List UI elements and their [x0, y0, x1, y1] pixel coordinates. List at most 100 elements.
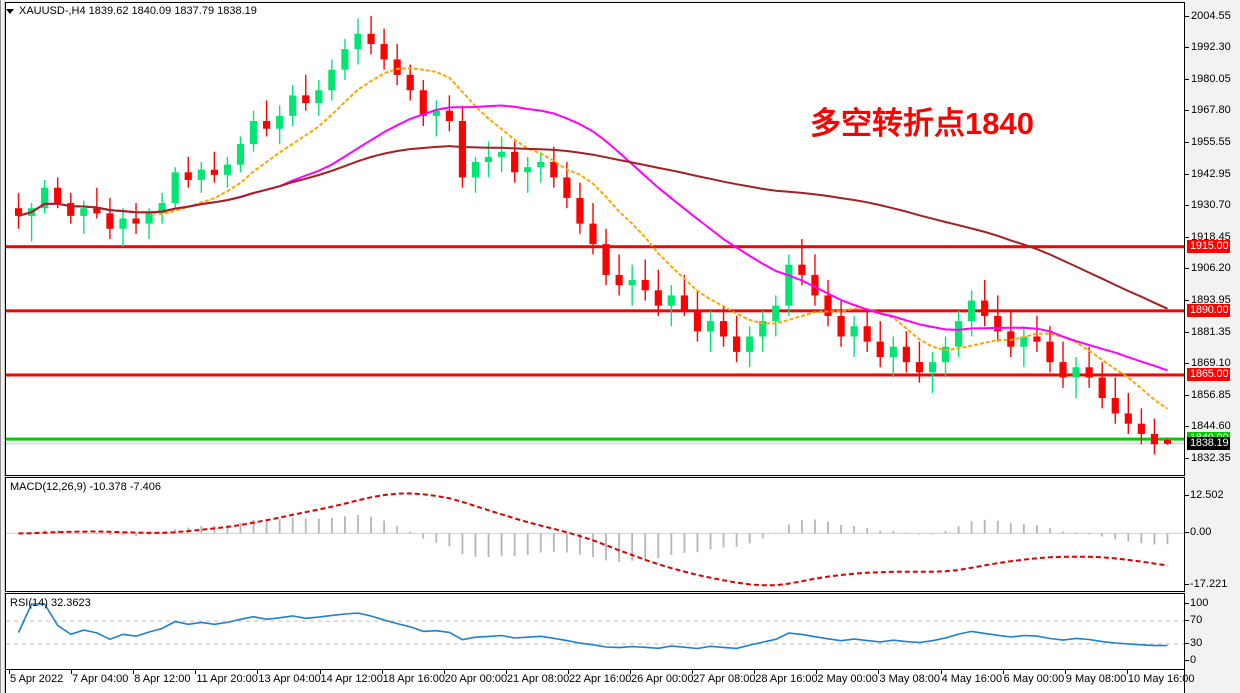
price-axis-label: 1992.30 [1191, 41, 1231, 54]
rsi-tick [1185, 642, 1189, 644]
current-price-tag[interactable]: 1838.19 [1187, 436, 1231, 450]
time-axis-label: 27 Apr 08:00 [693, 673, 756, 685]
price-axis[interactable]: 2004.55 1992.30 1980.05 1967.80 1955.55 1942.… [1185, 2, 1240, 476]
time-tick [754, 670, 756, 674]
price-axis-label: 1967.80 [1191, 104, 1231, 117]
time-tick [692, 670, 694, 674]
macd-tick [1185, 495, 1189, 496]
time-tick [1126, 670, 1128, 674]
time-axis-label: 9 May 08:00 [1065, 673, 1127, 685]
time-tick [443, 670, 445, 674]
price-axis-label: 1893.95 [1191, 293, 1231, 306]
price-tick [1185, 173, 1189, 175]
price-tick [1185, 47, 1189, 49]
price-tick [1185, 457, 1189, 459]
window-left-rail-2 [4, 0, 5, 693]
time-axis-label: 10 May 16:00 [1127, 673, 1195, 685]
time-tick [630, 670, 632, 674]
time-tick [9, 670, 10, 674]
macd-plot [6, 492, 1184, 587]
resistance-tag-1890[interactable]: 1890.00 [1187, 303, 1231, 317]
time-axis-label: 21 Apr 08:00 [506, 673, 570, 685]
time-tick [319, 670, 321, 674]
time-tick [71, 670, 73, 674]
time-axis-label: 2 May 00:00 [817, 673, 878, 685]
time-axis[interactable]: 5 Apr 2022 7 Apr 04:00 8 Apr 12:00 11 Apr 2… [5, 670, 1195, 693]
time-axis-label: 7 Apr 04:00 [72, 673, 129, 685]
time-tick [381, 670, 383, 674]
macd-axis-label: 0.00 [1190, 526, 1212, 539]
time-axis-label: 11 Apr 20:00 [196, 673, 258, 685]
time-tick [195, 670, 197, 674]
chart-header: XAUUSD-,H4 1839.62 1840.09 1837.79 1838.… [0, 2, 257, 20]
chevron-down-icon[interactable] [6, 8, 14, 14]
price-tick [1185, 426, 1189, 428]
time-axis-label: 5 Apr 2022 [10, 673, 64, 685]
rsi-axis-label: 70 [1190, 614, 1203, 627]
time-tick [816, 670, 818, 674]
price-tick [1185, 205, 1189, 207]
time-axis-label: 28 Apr 16:00 [755, 673, 818, 685]
price-axis-label: 1918.45 [1191, 230, 1231, 243]
price-tick [1185, 363, 1189, 365]
time-tick [257, 670, 259, 674]
macd-axis-label: -17.221 [1190, 578, 1228, 590]
macd-axis: 12.502 0.00 -17.221 [1185, 477, 1240, 592]
rsi-axis-label: 100 [1190, 597, 1209, 609]
macd-tick [1185, 532, 1189, 534]
rsi-tick [1185, 603, 1189, 604]
macd-title: MACD(12,26,9) -10.378 -7.406 [10, 481, 162, 493]
time-tick [940, 670, 942, 674]
price-axis-label: 1930.70 [1191, 199, 1231, 212]
macd-tick [1185, 584, 1189, 585]
time-axis-label: 6 May 00:00 [1003, 673, 1065, 685]
time-tick [567, 670, 569, 674]
price-axis-label: 1906.20 [1191, 262, 1231, 275]
rsi-title: RSI(14) 32.3623 [10, 597, 91, 609]
rsi-axis-label: 30 [1190, 636, 1203, 649]
price-axis-label: 1881.35 [1191, 326, 1231, 338]
price-axis-label: 1942.95 [1191, 167, 1231, 180]
time-axis-label: 18 Apr 16:00 [382, 673, 446, 685]
time-axis-label: 3 May 08:00 [879, 673, 941, 685]
chart-symbol-and-ohlc: XAUUSD-,H4 1839.62 1840.09 1837.79 1838.… [19, 5, 257, 17]
price-axis-label: 1856.85 [1191, 388, 1231, 401]
resistance-tag-1915[interactable]: 1915.00 [1187, 239, 1231, 253]
rsi-tick [1185, 660, 1189, 661]
rsi-panel[interactable]: RSI(14) 32.3623 [5, 593, 1185, 670]
price-tick [1185, 141, 1189, 143]
time-axis-label: 4 May 16:00 [941, 673, 1003, 685]
time-tick [1002, 670, 1004, 674]
time-axis-label: 22 Apr 16:00 [568, 673, 632, 685]
rsi-axis: 100 70 30 0 [1185, 593, 1240, 670]
price-tick [1185, 332, 1189, 333]
price-tick [1185, 110, 1189, 112]
price-axis-label: 2004.55 [1191, 9, 1231, 22]
time-axis-label: 13 Apr 04:00 [258, 673, 321, 685]
time-tick [133, 670, 135, 674]
candlestick-plot [6, 15, 1184, 455]
macd-panel[interactable]: MACD(12,26,9) -10.378 -7.406 [5, 477, 1185, 592]
price-tick [1185, 394, 1189, 396]
time-axis-label: 14 Apr 12:00 [320, 673, 383, 685]
price-axis-label: 1955.55 [1191, 135, 1231, 148]
price-axis-label: 1832.35 [1191, 451, 1231, 464]
macd-axis-label: 12.502 [1190, 489, 1224, 501]
time-axis-label: 20 Apr 00:00 [444, 673, 508, 685]
resistance-tag-1865[interactable]: 1865.00 [1187, 367, 1231, 381]
time-tick [1064, 670, 1066, 674]
chart-annotation-text: 多空转折点1840 [810, 106, 1034, 141]
time-axis-label: 8 Apr 12:00 [134, 673, 191, 685]
price-chart-panel[interactable] [5, 2, 1185, 476]
price-tick [1185, 78, 1189, 80]
window-left-rail [0, 0, 1, 693]
time-tick [505, 670, 507, 674]
rsi-axis-label: 0 [1190, 654, 1197, 666]
rsi-tick [1185, 620, 1189, 622]
price-tick [1185, 299, 1189, 301]
price-axis-label: 1980.05 [1191, 72, 1231, 85]
price-tick [1185, 15, 1189, 17]
price-axis-label: 1869.10 [1191, 357, 1231, 370]
price-axis-label: 1844.60 [1191, 420, 1231, 433]
